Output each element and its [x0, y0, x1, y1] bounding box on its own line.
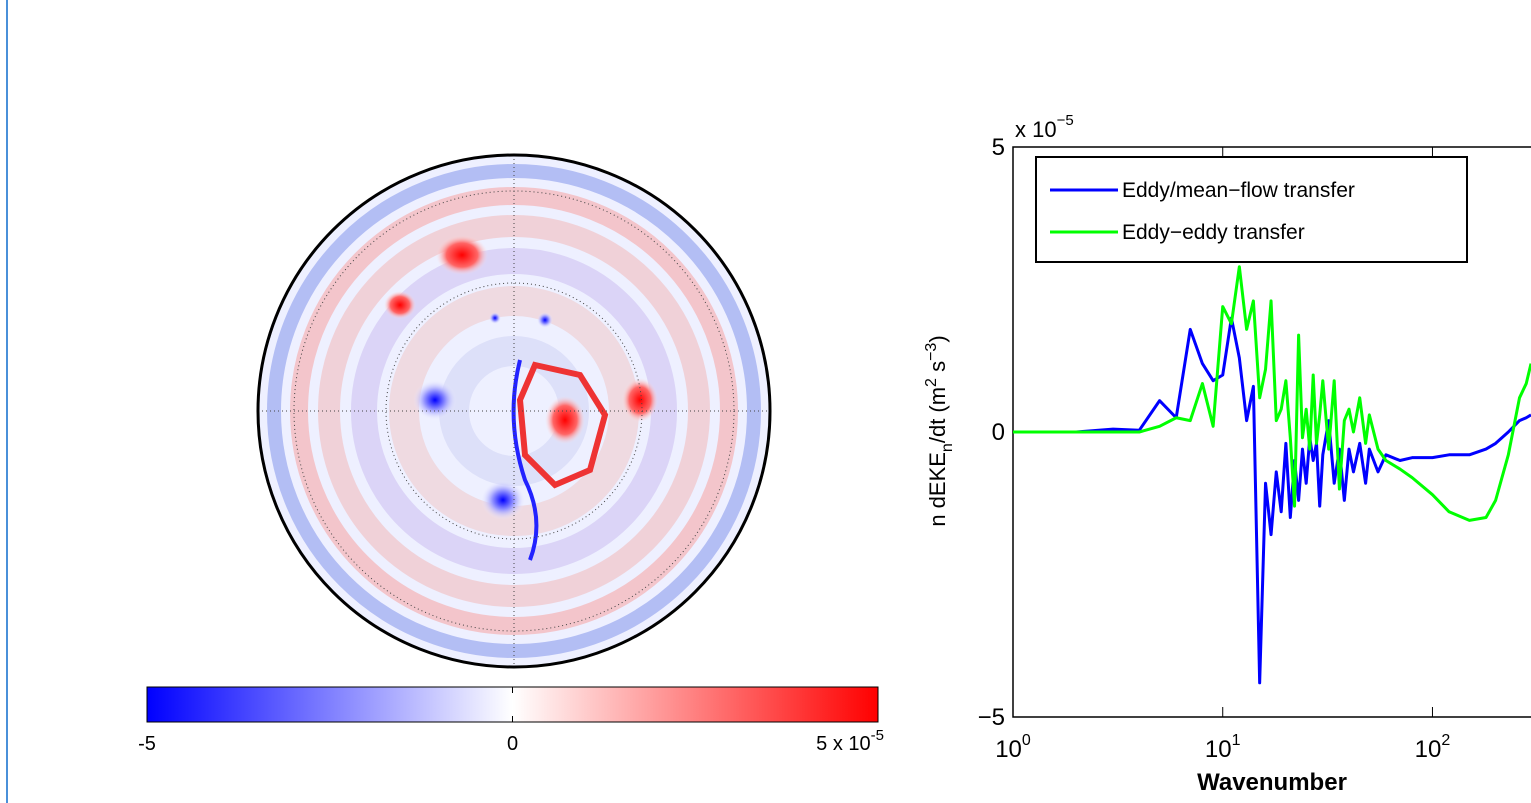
x-tick-label: 102 — [1415, 732, 1451, 763]
y-tick-label: 5 — [992, 134, 1005, 161]
y-axis-label: n dEKEn/dt (m2 s−3) — [923, 335, 956, 526]
y-label-part: ) — [925, 335, 950, 342]
series-line — [1013, 265, 1531, 522]
x-tick-base: 10 — [1415, 736, 1442, 763]
tick-label-text: 0 — [507, 733, 518, 755]
y-label-part: /dt (m — [925, 387, 950, 443]
legend-label: Eddy/mean−flow transfer — [1122, 179, 1355, 202]
tick-label-text: -5 — [138, 733, 156, 755]
tick-label-text: 5 — [816, 733, 827, 755]
y-label-sup: 2 — [923, 378, 940, 387]
y-tick-label: 0 — [992, 419, 1005, 446]
legend-box — [1035, 156, 1468, 263]
y-label-part: s — [925, 361, 950, 378]
x-tick-exponent: 1 — [1232, 732, 1241, 749]
colorbar-tick-label: -5 — [138, 733, 156, 755]
y-tick-label: −5 — [978, 704, 1005, 731]
x-tick-base: 10 — [995, 736, 1022, 763]
x-tick-exponent: 0 — [1022, 732, 1031, 749]
multiplier-base: x 10 — [833, 733, 871, 755]
multiplier-base: x 10 — [1015, 117, 1057, 142]
x-tick-exponent: 2 — [1441, 732, 1450, 749]
y-label-sub: n — [939, 443, 956, 452]
colorbar-tick-label: 5 x 10-5 — [816, 727, 884, 755]
x-tick-label: 100 — [995, 732, 1031, 763]
polar-map — [258, 155, 770, 667]
colorbar-tick-label: 0 — [507, 733, 518, 755]
x-tick-base: 10 — [1205, 736, 1232, 763]
y-multiplier: x 10−5 — [1015, 112, 1074, 142]
series-lines — [1013, 265, 1531, 685]
y-label-part: n dEKE — [925, 452, 950, 527]
y-label-sup: −3 — [923, 343, 940, 361]
map-outline — [256, 153, 772, 669]
multiplier-exponent: −5 — [1057, 112, 1074, 129]
x-axis-label: Wavenumber — [1197, 769, 1347, 796]
multiplier-exponent: -5 — [871, 727, 884, 744]
legend-label: Eddy−eddy transfer — [1122, 221, 1305, 244]
x-tick-label: 101 — [1205, 732, 1241, 763]
